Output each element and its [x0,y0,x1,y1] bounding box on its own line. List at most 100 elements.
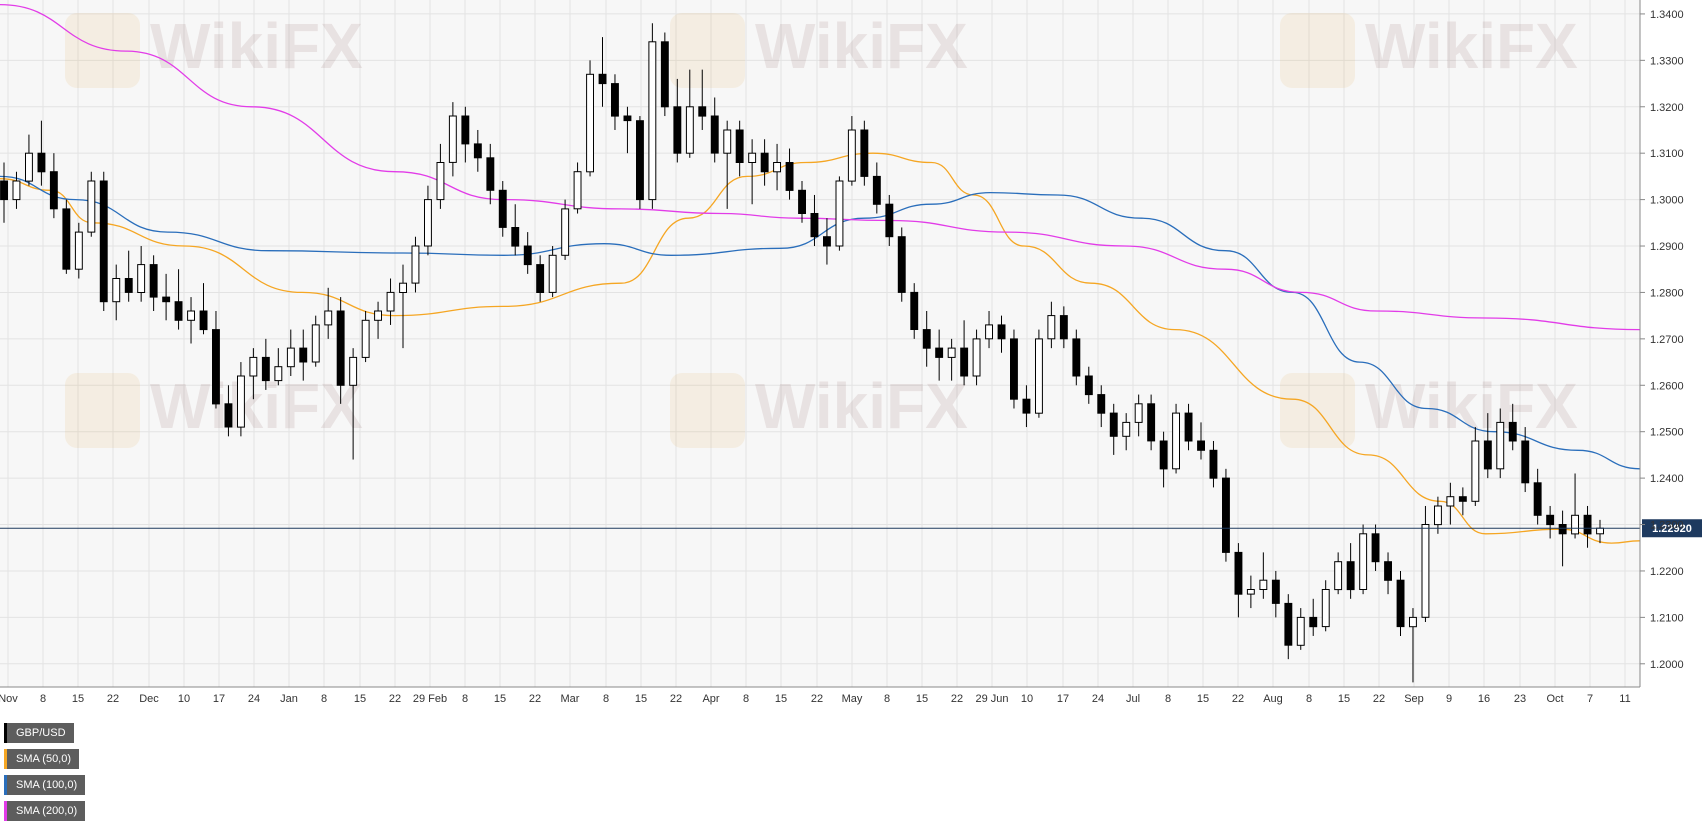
candle [710,97,719,163]
candle [1234,543,1243,618]
candle-body-bear [1284,602,1293,646]
candle-body-bear [523,245,532,266]
x-tick-label: 8 [884,693,890,705]
last-price-line: 1.22920 [0,519,1702,538]
candle-body-bull [972,338,981,377]
candle [1209,440,1218,488]
x-tick-label: 10 [178,693,190,705]
candle [25,134,33,186]
candle [798,181,806,223]
candle [561,199,570,260]
candle [324,287,333,339]
candle-body-bull [1359,533,1368,590]
candle-body-bear [1084,375,1093,396]
x-tick-label: Aug [1263,693,1283,705]
watermark-logo [65,13,140,88]
candle-body-bull [436,162,445,201]
candle [87,171,96,237]
candle-body-bear [1521,440,1530,484]
watermark: WikiFX [65,10,363,88]
x-tick-label: 29 Jun [975,693,1008,705]
candle [99,171,108,312]
candle [137,246,146,302]
x-tick-label: 8 [462,693,468,705]
candle-body-bull [723,129,732,154]
candle [773,143,781,191]
candle-body-bull [1246,589,1255,595]
candle [1109,403,1118,455]
candle-body-bear [49,171,58,210]
candle [174,269,183,330]
last-price-tag [1642,519,1702,538]
candle [623,106,632,154]
watermark-layer: WikiFX WikiFX WikiFX WikiFX WikiFX WikiFX [65,10,1578,448]
candle [1197,422,1205,460]
candle-body-bull [361,319,370,358]
y-tick-label: 1.3400 [1650,9,1684,21]
x-tick-label: 15 [635,693,647,705]
candle [436,143,445,209]
candle-body-bear [336,310,345,386]
candle [1546,505,1555,539]
candle-body-bull [835,180,844,247]
candle [785,148,794,200]
x-tick-label: 8 [1306,693,1312,705]
x-tick-label: 11 [1619,693,1630,705]
candle-body-bear [0,180,9,201]
candle [748,139,757,205]
watermark: WikiFX [670,10,968,88]
candle [1458,487,1467,516]
candle-body-bear [1072,338,1081,377]
legend-label: SMA (100,0) [16,779,78,791]
candle [885,194,894,247]
watermark-text: WikiFX [1365,10,1578,82]
candle-body-bear [1222,477,1230,553]
candle [1334,552,1343,595]
candle-body-bull [386,291,395,312]
candle [536,255,545,302]
candle-body-bear [922,329,931,349]
x-tick-label: Dec [139,693,159,705]
candle [523,232,532,274]
legend-swatch [4,723,7,743]
candle-body-bear [199,310,208,331]
candle-body-bear [710,115,719,154]
legend-item-sma-100[interactable]: SMA (100,0) [4,775,86,795]
candle-body-bear [611,83,619,117]
candle-body-bear [1209,449,1218,479]
candle [399,264,408,349]
plot-background [0,0,1640,687]
candle-body-bear [1184,412,1193,442]
watermark-text: WikiFX [150,370,363,442]
candle-body-bear [224,403,233,428]
candle-body-bear [1234,551,1243,595]
candle-body-bear [760,152,769,173]
candle-body-bull [1334,561,1343,591]
x-tick-label: 15 [354,693,366,705]
candle-body-bull [237,375,245,428]
candle [648,23,657,209]
x-tick-label: 22 [811,693,823,705]
y-axis: 1.3400 1.3300 1.3200 1.3100 1.3000 1.2900 1.28… [1639,0,1684,687]
candle-body-bear [636,120,644,201]
legend-swatch [4,749,7,769]
candle-body-bull [324,310,333,326]
candle-body-bull [1409,616,1417,628]
x-tick-label: 15 [916,693,928,705]
candle-body-bull [586,73,594,173]
candle-body-bull [947,347,956,358]
legend-item-sma-50[interactable]: SMA (50,0) [4,749,80,769]
x-tick-label: 16 [1478,693,1490,705]
candle-body-bear [885,203,894,238]
watermark-text: WikiFX [1365,370,1578,442]
candle-body-bear [162,296,171,303]
legend-item-sma-200[interactable]: SMA (200,0) [4,801,86,821]
legend-item-symbol[interactable]: GBP/USD [4,723,74,743]
x-tick-label: 8 [743,693,749,705]
candle-body-bull [985,324,993,340]
candle-body-bear [1147,403,1156,442]
candle-body-bull [286,347,295,368]
candle [49,153,58,219]
x-tick-label: Sep [1404,693,1424,705]
